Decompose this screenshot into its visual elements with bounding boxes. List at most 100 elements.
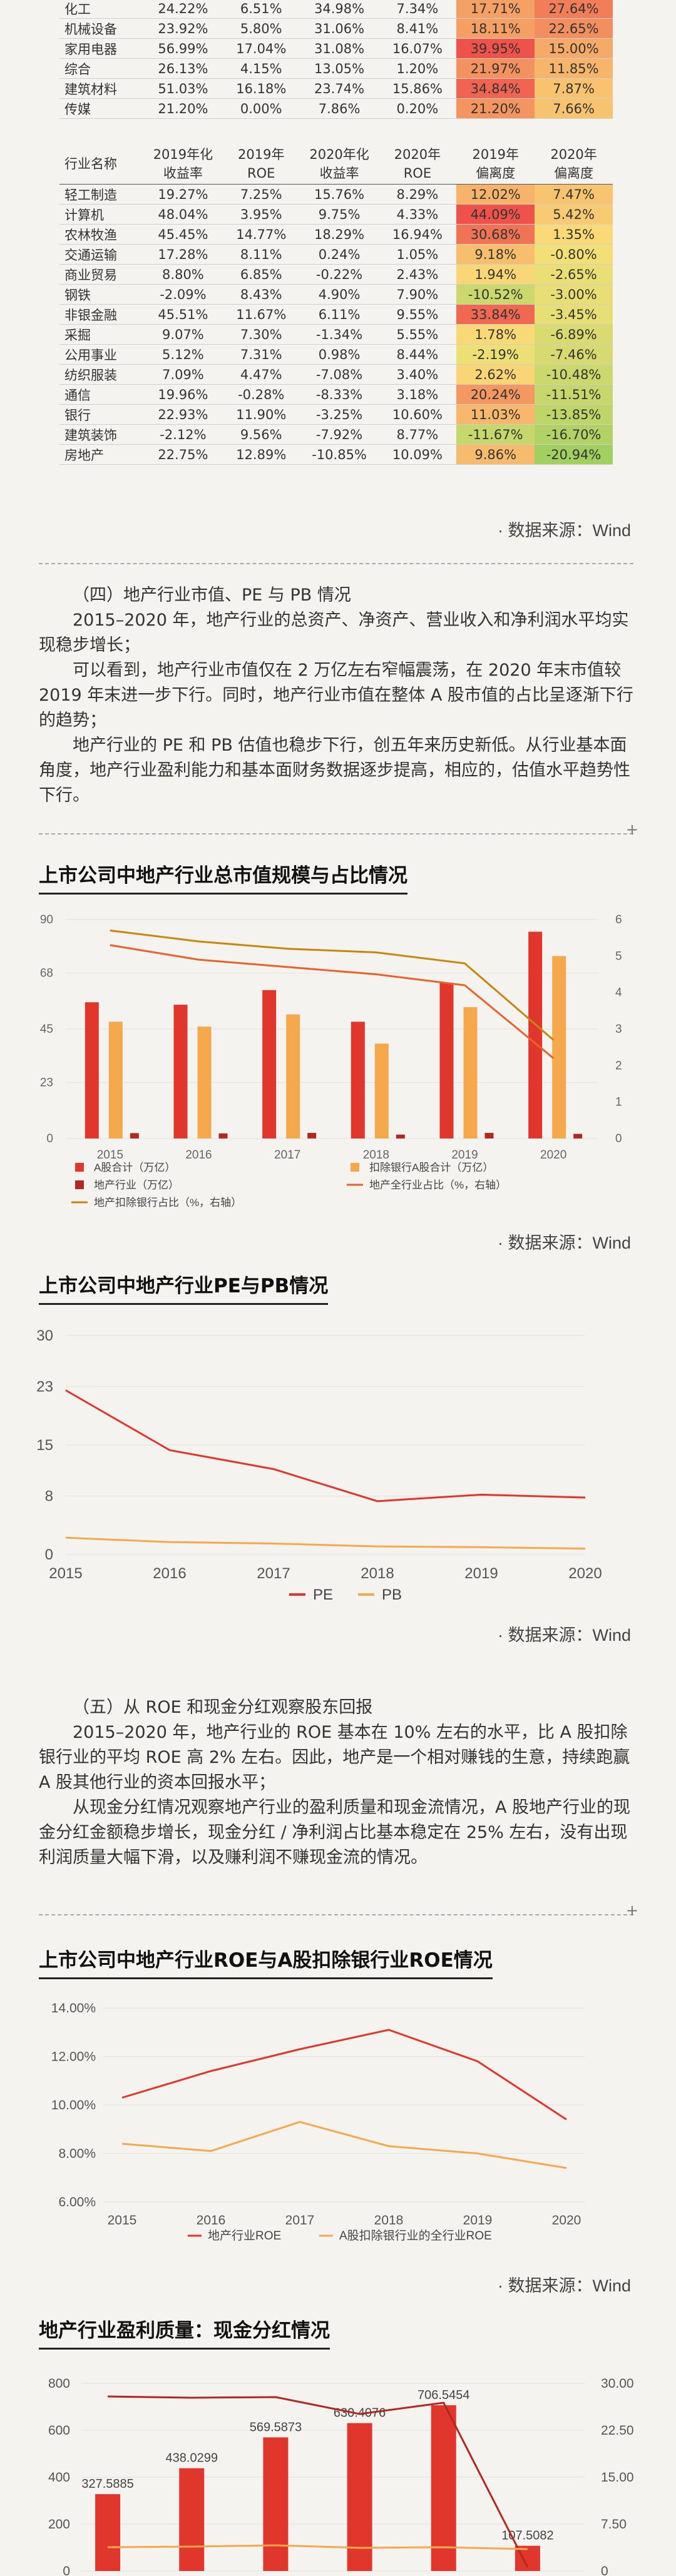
- table-cell: 13.05%: [300, 58, 379, 79]
- table-cell: 31.06%: [300, 18, 379, 39]
- y-tick-label: 0: [63, 2564, 70, 2576]
- table-cell: 22.93%: [144, 404, 222, 425]
- x-tick-label: 2017: [285, 2213, 315, 2228]
- section-5-heading: （五）从 ROE 和现金分红观察股东回报: [73, 1698, 373, 1717]
- table-cell: 8.43%: [222, 284, 300, 305]
- table-cell: 2.62%: [456, 364, 535, 385]
- table-cell: 44.09%: [456, 204, 535, 225]
- y2-tick-label: 5: [615, 950, 622, 963]
- table-cell: 1.94%: [456, 264, 535, 285]
- table-cell: 22.65%: [535, 18, 613, 39]
- industry-name-cell: 建筑材料: [59, 78, 144, 99]
- y2-tick-label: 0: [615, 1132, 622, 1145]
- industry-name-cell: 传媒: [59, 98, 144, 119]
- table-cell: 20.24%: [456, 384, 535, 405]
- y-tick-label: 12.00%: [51, 2050, 96, 2064]
- table-cell: 33.84%: [456, 304, 535, 325]
- table-cell: 51.03%: [144, 78, 222, 99]
- divider: [39, 833, 633, 834]
- table-cell: 7.34%: [378, 0, 457, 19]
- divider: [39, 1914, 633, 1915]
- bar: [218, 1133, 228, 1138]
- table-cell: -11.67%: [456, 424, 535, 445]
- table-cell: 6.51%: [222, 0, 300, 19]
- x-tick-label: 2017: [257, 1565, 290, 1582]
- table-cell: 7.90%: [378, 284, 457, 305]
- chart-3-title: 上市公司中地产行业ROE与A股扣除银行业ROE情况: [39, 1944, 493, 1979]
- table-cell: 12.89%: [222, 444, 300, 465]
- table-cell: 3.18%: [378, 384, 457, 405]
- table-cell: 12.02%: [456, 184, 535, 205]
- table-cell: -6.89%: [535, 324, 613, 345]
- industry-name-cell: 化工: [59, 0, 144, 19]
- data-label: 569.5873: [250, 2420, 302, 2434]
- legend-swatch: [75, 1163, 84, 1172]
- table-cell: 1.05%: [378, 244, 457, 265]
- industry-name-cell: 公用事业: [59, 344, 144, 365]
- table-cell: 21.97%: [456, 58, 535, 79]
- y-tick-label: 6.00%: [58, 2195, 96, 2209]
- table-cell: 16.07%: [378, 38, 457, 59]
- table-cell: 0.24%: [300, 244, 379, 265]
- x-tick-label: 2018: [374, 2213, 404, 2228]
- table-cell: -7.46%: [535, 344, 613, 365]
- table-cell: 14.77%: [222, 224, 300, 245]
- table-cell: -3.25%: [300, 404, 379, 425]
- section-5-text: （五）从 ROE 和现金分红观察股东回报 2015–2020 年，地产行业的 R…: [39, 1695, 633, 1870]
- legend-label: 扣除银行A股合计（万亿）: [369, 1162, 493, 1174]
- data-source-label: · 数据来源：Wind: [497, 521, 631, 540]
- table-cell: 6.85%: [222, 264, 300, 285]
- expand-plus-icon[interactable]: +: [625, 821, 638, 838]
- y-tick-label: 0: [45, 1546, 53, 1563]
- y2-tick-label: 1: [615, 1096, 622, 1109]
- table-cell: 0.00%: [222, 98, 300, 119]
- y-tick-label: 15: [36, 1437, 53, 1454]
- table-cell: -0.28%: [222, 384, 300, 405]
- table-row: 商业贸易 8.80% 6.85% -0.22% 2.43% 1.94% -2.65%: [59, 264, 613, 285]
- y2-tick-label: 2: [615, 1059, 622, 1072]
- table-row: 计算机 48.04% 3.95% 9.75% 4.33% 44.09% 5.42%: [59, 204, 613, 225]
- table-cell: -20.94%: [535, 444, 613, 465]
- bar: [351, 1022, 365, 1138]
- bar: [463, 1007, 478, 1138]
- table-cell: 15.76%: [300, 184, 379, 205]
- y-tick-label: 8: [45, 1488, 53, 1505]
- table-cell: 7.09%: [144, 364, 222, 385]
- bar: [528, 931, 543, 1138]
- table-cell: 8.44%: [378, 344, 457, 365]
- chart-4-title: 地产行业盈利质量：现金分红情况: [39, 2315, 330, 2350]
- table-cell: -13.85%: [535, 404, 613, 425]
- legend-label: A股扣除银行业的全行业ROE: [339, 2229, 492, 2243]
- bar: [173, 1005, 188, 1138]
- bar: [95, 2494, 121, 2571]
- industry-table-bottom: 行业名称 2019年化 收益率 2019年 ROE 2020年化 收益率 2020年 ROE 20…: [59, 144, 613, 465]
- table-cell: 18.29%: [300, 224, 379, 245]
- table-cell: 8.77%: [378, 424, 457, 445]
- legend-label: PB: [382, 1586, 402, 1603]
- table-cell: 9.86%: [456, 444, 535, 465]
- industry-name-cell: 交通运输: [59, 244, 144, 265]
- data-label: 438.0299: [166, 2452, 218, 2465]
- expand-plus-icon[interactable]: +: [625, 1902, 638, 1919]
- table-cell: 15.00%: [535, 38, 613, 59]
- table-cell: -7.92%: [300, 424, 379, 445]
- table-row: 银行 22.93% 11.90% -3.25% 10.60% 11.03% -13.85%: [59, 404, 613, 425]
- table-cell: 17.28%: [144, 244, 222, 265]
- table-row: 交通运输 17.28% 8.11% 0.24% 1.05% 9.18% -0.80%: [59, 244, 613, 265]
- table-cell: -11.51%: [535, 384, 613, 405]
- table-row: 非银金融 45.51% 11.67% 6.11% 9.55% 33.84% -3.45%: [59, 304, 613, 325]
- bar: [552, 956, 566, 1138]
- section-4-paragraph-3: 地产行业的 PE 和 PB 估值也稳步下行，创五年来历史新低。从行业基本面角度，…: [39, 736, 630, 805]
- series-line: [121, 2121, 567, 2169]
- y-tick-label: 800: [48, 2376, 70, 2391]
- bar: [307, 1133, 317, 1138]
- column-header: 2020年 偏离度: [535, 144, 613, 185]
- industry-name-cell: 钢铁: [59, 284, 144, 305]
- bar: [396, 1134, 405, 1138]
- table-cell: 9.55%: [378, 304, 457, 325]
- table-row: 纺织服装 7.09% 4.47% -7.08% 3.40% 2.62% -10.48%: [59, 364, 613, 385]
- industry-name-cell: 家用电器: [59, 38, 144, 59]
- table-row: 机械设备 23.92% 5.80% 31.06% 8.41% 18.11% 22.65%: [59, 18, 613, 39]
- column-header: 2020年化 收益率: [300, 144, 379, 185]
- x-tick-label: 2020: [568, 1565, 602, 1582]
